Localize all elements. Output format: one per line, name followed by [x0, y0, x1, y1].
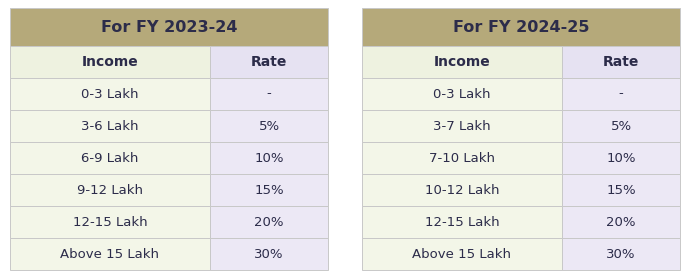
Text: 3-7 Lakh: 3-7 Lakh [433, 119, 491, 132]
Text: -: - [619, 88, 624, 101]
Text: For FY 2024-25: For FY 2024-25 [453, 19, 589, 35]
Text: 15%: 15% [254, 183, 284, 196]
Text: 5%: 5% [610, 119, 631, 132]
Bar [562, 142, 680, 174]
Text: 0-3 Lakh: 0-3 Lakh [81, 88, 139, 101]
Bar [362, 110, 562, 142]
Text: Income: Income [82, 55, 139, 69]
Text: 20%: 20% [254, 216, 284, 229]
Bar [362, 8, 680, 46]
Bar [210, 78, 328, 110]
Text: 6-9 Lakh: 6-9 Lakh [81, 152, 139, 165]
Text: 12-15 Lakh: 12-15 Lakh [425, 216, 499, 229]
Bar [10, 142, 210, 174]
Bar [562, 78, 680, 110]
Text: For FY 2023-24: For FY 2023-24 [101, 19, 237, 35]
Bar [210, 110, 328, 142]
Bar [10, 46, 210, 78]
Bar [10, 174, 210, 206]
Text: 30%: 30% [254, 248, 284, 260]
Bar [362, 238, 562, 270]
Text: 7-10 Lakh: 7-10 Lakh [429, 152, 495, 165]
Text: 5%: 5% [258, 119, 279, 132]
Text: 15%: 15% [606, 183, 636, 196]
Text: 10%: 10% [254, 152, 284, 165]
Bar [362, 206, 562, 238]
Text: 9-12 Lakh: 9-12 Lakh [77, 183, 143, 196]
Bar [562, 206, 680, 238]
Bar [362, 46, 562, 78]
Bar [210, 206, 328, 238]
Text: Above 15 Lakh: Above 15 Lakh [412, 248, 512, 260]
Bar [362, 142, 562, 174]
Text: Above 15 Lakh: Above 15 Lakh [60, 248, 160, 260]
Bar [562, 174, 680, 206]
Bar [10, 110, 210, 142]
Text: 12-15 Lakh: 12-15 Lakh [73, 216, 147, 229]
Bar [10, 78, 210, 110]
Bar [210, 174, 328, 206]
Text: 30%: 30% [606, 248, 636, 260]
Text: 20%: 20% [606, 216, 636, 229]
Bar [10, 238, 210, 270]
Bar [210, 238, 328, 270]
Text: 3-6 Lakh: 3-6 Lakh [81, 119, 139, 132]
Bar [10, 206, 210, 238]
Text: Rate: Rate [603, 55, 639, 69]
Bar [362, 78, 562, 110]
Bar [210, 46, 328, 78]
Text: Income: Income [433, 55, 491, 69]
Text: Rate: Rate [251, 55, 287, 69]
Bar [562, 110, 680, 142]
Bar [10, 8, 328, 46]
Text: 0-3 Lakh: 0-3 Lakh [433, 88, 491, 101]
Bar [210, 142, 328, 174]
Bar [562, 238, 680, 270]
Bar [362, 174, 562, 206]
Bar [562, 46, 680, 78]
Text: -: - [267, 88, 272, 101]
Text: 10-12 Lakh: 10-12 Lakh [425, 183, 499, 196]
Text: 10%: 10% [606, 152, 636, 165]
